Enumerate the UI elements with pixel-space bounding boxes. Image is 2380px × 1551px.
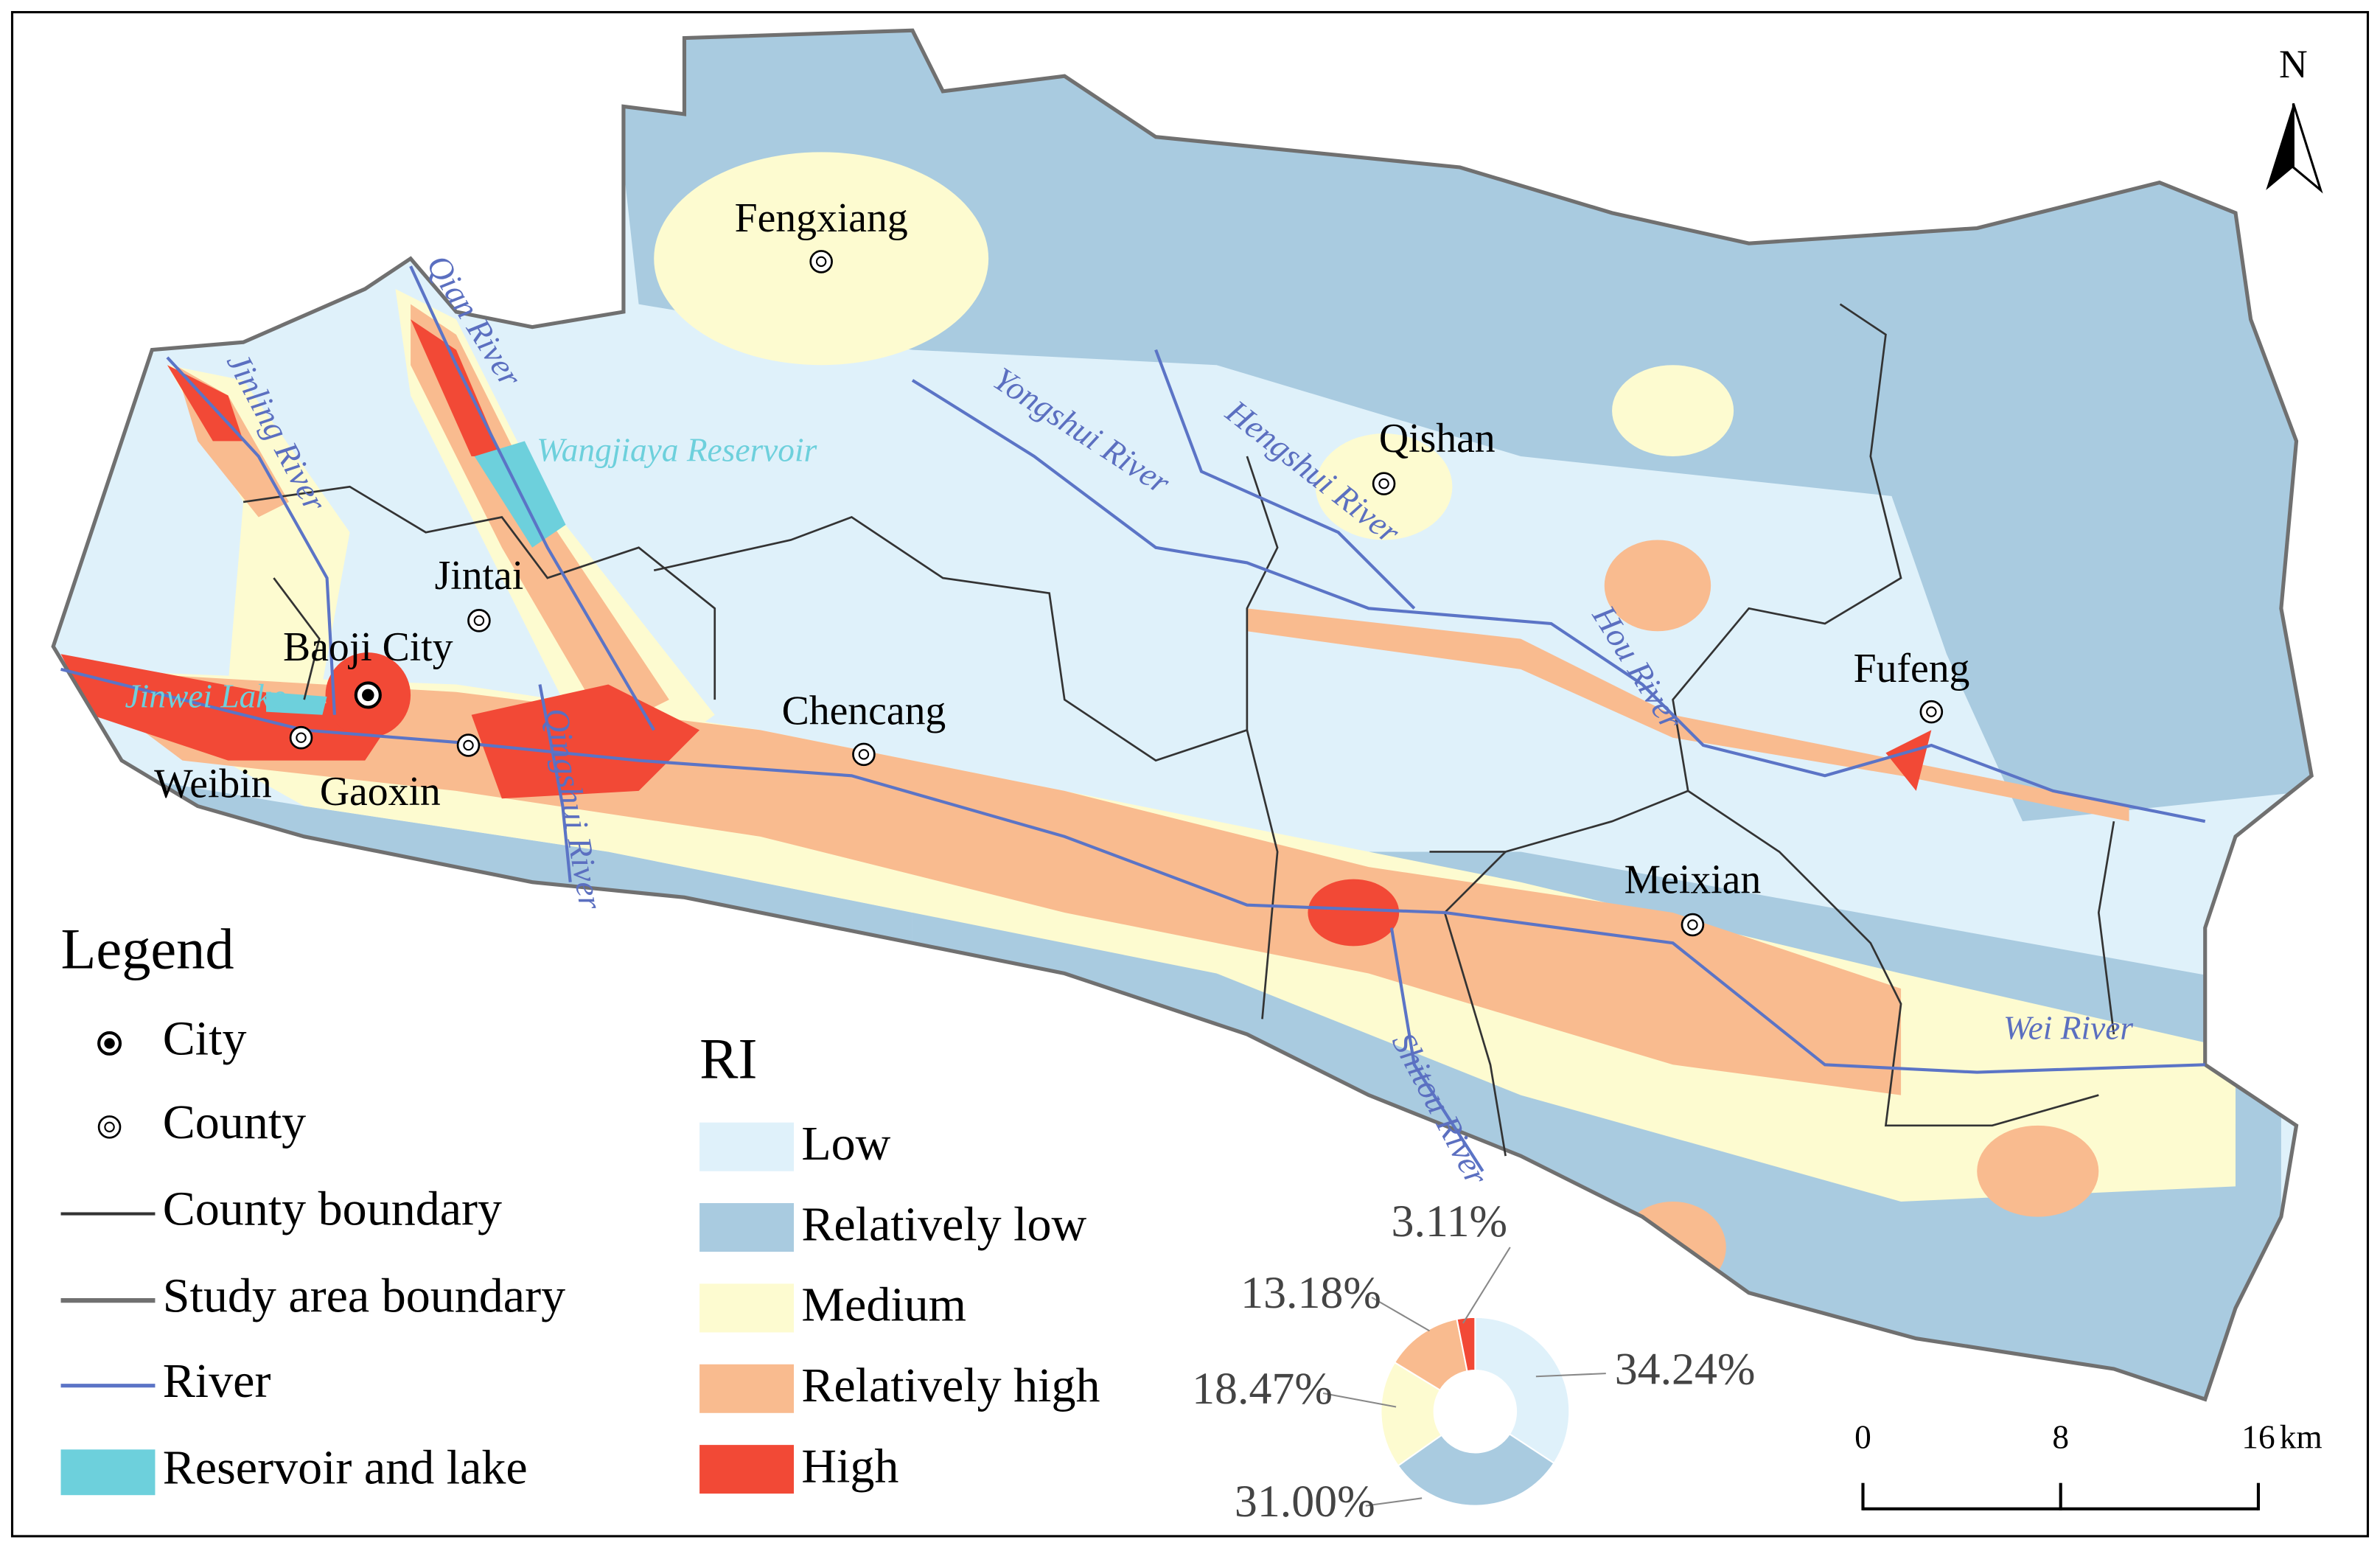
water-label: Wangjiaya Reservoir (537, 431, 817, 468)
county-marker-dot (1926, 706, 1937, 717)
county-marker (467, 609, 491, 632)
county-marker (1372, 472, 1396, 495)
county-boundaries (242, 303, 2115, 1157)
donut-wedge (1397, 1432, 1555, 1507)
scale-tick-label: 8 (2052, 1418, 2069, 1455)
donut-label: 31.00% (1235, 1477, 1375, 1527)
legend-item: County (163, 1095, 306, 1149)
donut-wedge (1474, 1316, 1571, 1465)
county-marker (1919, 700, 1944, 724)
legend-item: Reservoir and lake (163, 1440, 528, 1494)
county-marker (852, 742, 876, 767)
legend-item: County boundary (163, 1182, 502, 1236)
scale-tick-label: 0 (1854, 1418, 1871, 1455)
ri-label: Low (801, 1117, 890, 1171)
donut-wedge (1456, 1316, 1476, 1373)
county-marker (456, 733, 481, 757)
leader-line (1462, 1247, 1511, 1324)
water-label: Wei River (2003, 1009, 2133, 1046)
leader-line (1365, 1497, 1423, 1507)
place-label: Chencang (782, 689, 946, 734)
place-label: Jintai (435, 553, 524, 599)
county-marker (1681, 913, 1705, 937)
ri-swatch (699, 1445, 795, 1494)
legend-item: City (163, 1012, 247, 1066)
county-marker (289, 725, 313, 750)
leader-line (1371, 1297, 1430, 1332)
legend-symbols (60, 1031, 156, 1496)
place-label: Fengxiang (735, 195, 908, 241)
place-label: Fufeng (1854, 646, 1970, 691)
ri-label: High (801, 1439, 898, 1493)
donut-label: 18.47% (1192, 1364, 1333, 1414)
county-marker-dot (815, 256, 827, 268)
ri-label: Relatively low (801, 1197, 1086, 1251)
city-marker-dot (362, 689, 374, 702)
donut-wedge (1380, 1361, 1443, 1467)
scale-unit: km (2280, 1418, 2323, 1455)
place-label: Weibin (154, 761, 271, 807)
place-label: Qishan (1379, 416, 1496, 461)
ri-label: Relatively high (801, 1359, 1100, 1412)
ri-legend-title: RI (699, 1026, 757, 1090)
legend-title: Legend (61, 917, 234, 981)
ri-swatch (699, 1122, 795, 1171)
legend-item: Study area boundary (163, 1269, 565, 1322)
donut-label: 3.11% (1392, 1196, 1508, 1247)
study-area-boundary (51, 28, 2314, 1402)
county-marker-dot (463, 739, 474, 751)
place-label: Meixian (1625, 857, 1762, 903)
donut-label: 13.18% (1240, 1268, 1381, 1318)
place-label: Gaoxin (320, 769, 441, 815)
ri-swatch (699, 1203, 795, 1252)
scale-tick-label: 16 (2241, 1418, 2275, 1455)
ri-label: Medium (801, 1278, 966, 1332)
leader-line (1535, 1373, 1606, 1378)
county-marker-dot (296, 732, 307, 743)
county-marker-dot (473, 615, 485, 627)
county-marker-dot (858, 749, 870, 760)
ri-swatch (699, 1283, 795, 1333)
donut-label: 34.24% (1615, 1344, 1756, 1394)
north-label: N (2279, 42, 2308, 86)
county-marker-dot (1378, 478, 1389, 489)
legend-item: River (163, 1354, 271, 1408)
place-label: Baoji City (283, 624, 453, 670)
leader-line (1322, 1392, 1397, 1408)
north-arrow (2266, 102, 2323, 194)
county-marker (809, 250, 833, 273)
ri-swatch (699, 1364, 795, 1413)
water-label: Jinwei Lake (125, 678, 286, 715)
county-marker-dot (1687, 919, 1698, 930)
